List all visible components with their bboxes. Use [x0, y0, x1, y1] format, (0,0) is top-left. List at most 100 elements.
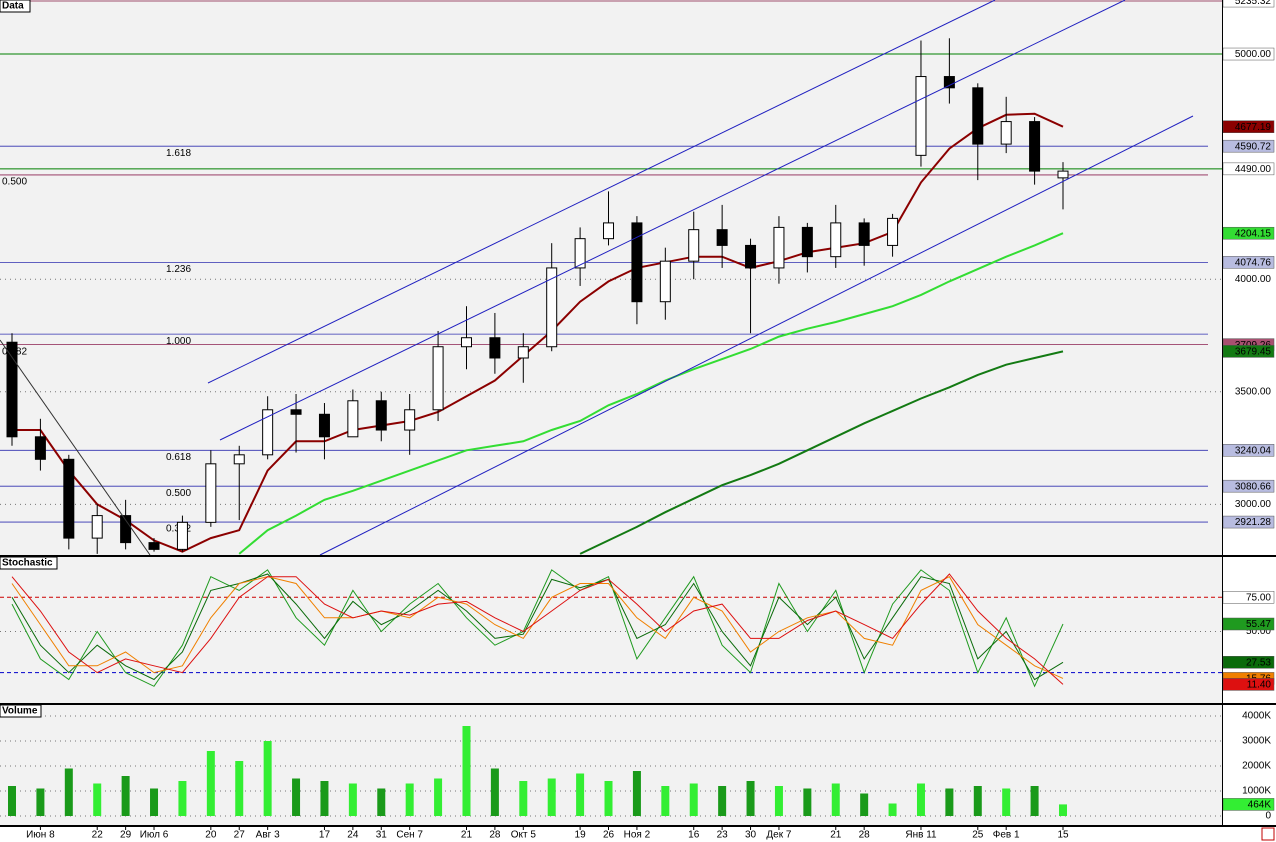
- candle-body: [63, 458, 75, 539]
- price-marker-label: 4490.00: [1235, 164, 1272, 175]
- volume-bar: [377, 788, 386, 816]
- volume-bar: [604, 781, 613, 816]
- candle-body: [460, 337, 472, 348]
- candle-body: [887, 217, 899, 246]
- panel-title: Volume: [2, 706, 38, 717]
- fib-ratio-label: 1.618: [166, 148, 191, 159]
- oscillator-line: [11, 569, 1064, 688]
- x-tick-label: 29: [120, 830, 132, 841]
- trend-lines: [0, 0, 1194, 556]
- volume-bar: [434, 778, 443, 816]
- volume-bar: [632, 771, 641, 816]
- y-tick-label: 4000K: [1242, 711, 1271, 722]
- x-tick-label: 25: [972, 830, 984, 841]
- panel-title: Stochastic: [2, 558, 53, 569]
- candle-body: [375, 400, 387, 431]
- x-tick-label: 28: [489, 830, 501, 841]
- price-marker-label: 5000.00: [1235, 49, 1272, 60]
- volume-bar: [462, 726, 471, 816]
- corner-button[interactable]: [1261, 827, 1275, 841]
- candle-body: [120, 515, 132, 544]
- oscillator-line: [11, 573, 1064, 681]
- price-marker-label: 3679.45: [1235, 347, 1272, 358]
- x-tick-label: 16: [688, 830, 700, 841]
- x-tick-label: 17: [319, 830, 331, 841]
- x-tick-label: 21: [830, 830, 842, 841]
- x-tick-label: 22: [92, 830, 104, 841]
- x-tick-label: 23: [717, 830, 729, 841]
- price-marker-label: 3080.66: [1235, 481, 1272, 492]
- candle-body: [1057, 170, 1069, 179]
- volume-bar: [860, 793, 869, 816]
- volume-bar: [8, 786, 16, 816]
- volume-bar: [405, 783, 414, 816]
- x-tick-label: Янв 11: [905, 830, 937, 841]
- volume-bar: [803, 788, 812, 816]
- candle-body: [915, 76, 927, 156]
- x-tick-label: Июл 6: [140, 830, 169, 841]
- volume-bar: [718, 786, 727, 816]
- x-tick-label: Авг 3: [256, 830, 280, 841]
- price-marker-label: 3240.04: [1235, 445, 1272, 456]
- trend-line: [0, 339, 151, 556]
- x-tick-label: Сен 7: [396, 830, 423, 841]
- x-tick-label: 26: [603, 830, 615, 841]
- oscillator-line: [11, 576, 1064, 679]
- volume-bar: [547, 778, 556, 816]
- y-tick-label: 1000K: [1242, 786, 1271, 797]
- candle-body: [972, 87, 984, 145]
- x-tick-label: 15: [1057, 830, 1069, 841]
- moving-average: [238, 232, 1064, 555]
- trend-line: [207, 0, 996, 384]
- panel-title: Data: [2, 1, 24, 12]
- x-tick-label: Ноя 2: [624, 830, 651, 841]
- oscillator-line: [11, 573, 1064, 685]
- y-tick-label: 2000K: [1242, 761, 1271, 772]
- volume-bar: [320, 781, 329, 816]
- y-tick-label: 3000K: [1242, 736, 1271, 747]
- volume-bar: [121, 776, 130, 816]
- candle-body: [745, 244, 757, 269]
- candle-body: [858, 222, 870, 246]
- price-marker-label: 55.47: [1246, 619, 1271, 630]
- volume-bar: [746, 781, 755, 816]
- fib-ratio-label: 0.500: [2, 177, 27, 188]
- volume-bar: [973, 786, 982, 816]
- x-tick-label: 21: [461, 830, 473, 841]
- candle-body: [688, 229, 700, 262]
- volume-bar: [348, 783, 357, 816]
- price-marker-label: 2921.28: [1235, 517, 1272, 528]
- volume-bar: [916, 783, 925, 816]
- y-tick-label: 3500.00: [1235, 386, 1272, 397]
- volume-bar: [235, 761, 244, 816]
- candle-body: [1000, 121, 1012, 145]
- price-marker-label: 5235.32: [1235, 0, 1272, 7]
- plot-area: [0, 557, 1222, 703]
- volume-bar: [831, 783, 840, 816]
- candle-body: [318, 413, 330, 438]
- volume-bar: [150, 788, 159, 816]
- candle-body: [432, 346, 444, 411]
- title-box: [0, 704, 42, 718]
- x-tick-label: 20: [205, 830, 217, 841]
- plot-area: [0, 0, 1222, 555]
- volume-bar: [888, 803, 897, 816]
- fib-ratio-label: 1.236: [166, 264, 191, 275]
- x-tick-label: Июн 8: [26, 830, 55, 841]
- moving-average: [579, 350, 1064, 555]
- candle-body: [659, 260, 671, 303]
- volume-bar: [64, 768, 73, 816]
- x-tick-label: 28: [859, 830, 871, 841]
- candle-body: [404, 409, 416, 431]
- candle-body: [290, 409, 302, 415]
- x-tick-label: 24: [347, 830, 359, 841]
- candle-body: [262, 409, 274, 456]
- price-marker-label: 4204.15: [1235, 228, 1272, 239]
- volume-bar: [178, 781, 187, 816]
- price-marker-label: 4590.72: [1235, 141, 1272, 152]
- fib-ratio-label: 1.000: [166, 336, 191, 347]
- candle-body: [1029, 121, 1041, 172]
